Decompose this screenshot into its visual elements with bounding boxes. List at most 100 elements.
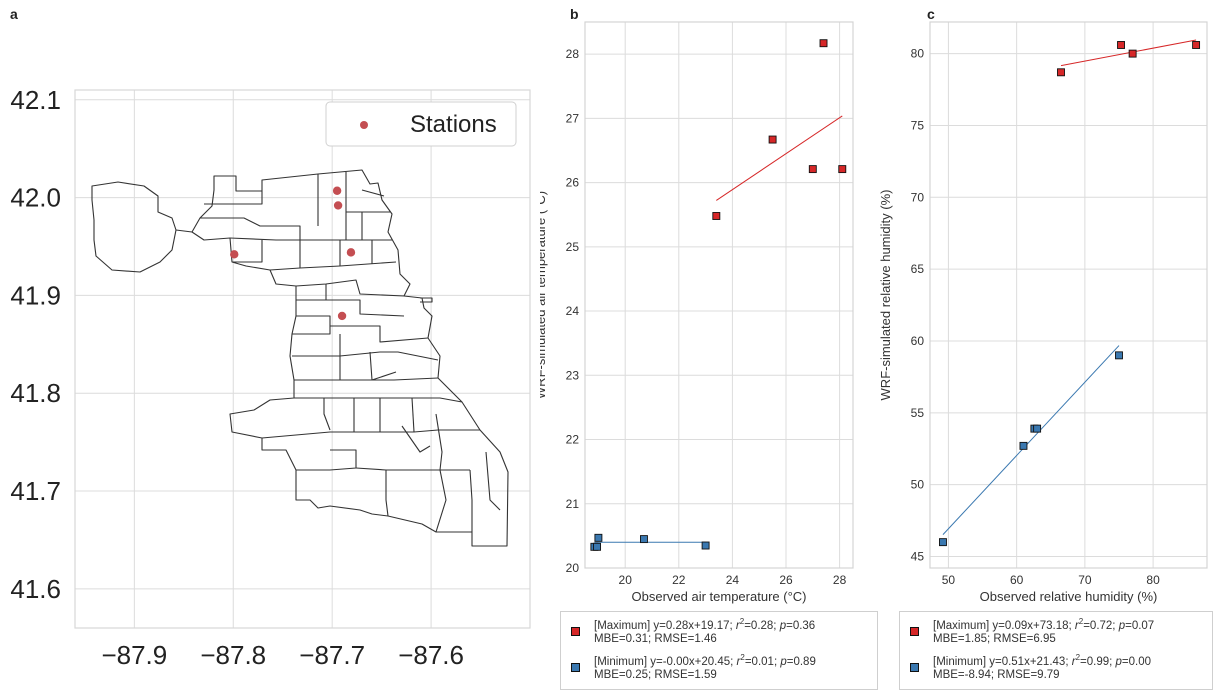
humidity-x-tick-label: 80 (1146, 573, 1160, 587)
legend-line1-prefix: [Maximum] y=0.28x+19.17; (594, 620, 736, 632)
boundary-line (324, 397, 463, 403)
humidity-y-tick-label: 65 (911, 262, 925, 276)
legend-p-letter: p (1118, 620, 1126, 632)
map-y-tick-label: 41.9 (10, 280, 61, 310)
legend-marker-minimum (910, 663, 919, 672)
legend-r-value: =0.72; (1083, 620, 1119, 632)
legend-marker-maximum (571, 627, 580, 636)
boundary-line (294, 377, 439, 381)
temperature-x-axis-label: Observed air temperature (°C) (632, 589, 807, 604)
legend-r-value: =0.01; (744, 656, 781, 668)
boundary-line (204, 191, 263, 205)
humidity-x-tick-label: 60 (1010, 573, 1024, 587)
humidity-fit-line-maximum (1060, 39, 1197, 67)
boundary-line (469, 469, 473, 532)
legend-text-minimum: [Minimum] y=-0.00x+20.45; r2=0.01; p=0.8… (594, 653, 816, 682)
humidity-x-axis-label: Observed relative humidity (%) (980, 589, 1158, 604)
legend-p-letter: p (780, 656, 787, 668)
temperature-legend: [Maximum] y=0.28x+19.17; r2=0.28; p=0.36… (560, 611, 878, 690)
temperature-point-maximum (768, 135, 777, 144)
legend-r-exponent: 2 (1075, 653, 1081, 663)
boundary-line (200, 217, 301, 240)
humidity-point-minimum (1019, 441, 1028, 450)
boundary-line (435, 469, 447, 533)
temperature-x-tick-label: 26 (779, 573, 793, 587)
humidity-y-tick-label: 80 (911, 47, 925, 61)
legend-line1-prefix: [Minimum] y=0.51x+21.43; (933, 656, 1072, 668)
legend-entry-minimum: [Minimum] y=-0.00x+20.45; r2=0.01; p=0.8… (571, 653, 816, 682)
humidity-point-minimum (1115, 351, 1123, 360)
legend-line2: MBE=0.31; RMSE=1.46 (594, 633, 717, 645)
boundary-line (292, 351, 439, 361)
legend-text-maximum: [Maximum] y=0.28x+19.17; r2=0.28; p=0.36… (594, 617, 816, 646)
legend-marker-minimum (571, 663, 580, 672)
legend-line2: MBE=1.85; RMSE=6.95 (933, 633, 1056, 645)
temperature-x-tick-label: 24 (726, 573, 740, 587)
map-frame (74, 89, 531, 629)
humidity-y-tick-label: 75 (911, 118, 925, 132)
legend-r-exponent: 2 (740, 653, 745, 663)
boundary-line (296, 449, 357, 471)
temperature-y-tick-label: 22 (566, 433, 580, 447)
temperature-plot-frame (584, 21, 854, 569)
temperature-y-tick-label: 23 (566, 368, 580, 382)
station-point (337, 311, 347, 321)
legend-line2: MBE=-8.94; RMSE=9.79 (933, 669, 1060, 681)
map-y-tick-label: 41.8 (10, 378, 61, 408)
map-legend-label: Stations (410, 111, 497, 138)
humidity-point-maximum (1128, 49, 1137, 58)
humidity-point-minimum (1033, 424, 1042, 433)
temperature-y-tick-label: 20 (566, 561, 580, 575)
legend-line2: MBE=0.25; RMSE=1.59 (594, 669, 717, 681)
boundary-line (385, 470, 389, 517)
map-y-tick-label: 42.0 (10, 183, 61, 213)
station-point (346, 248, 356, 257)
legend-r-value: =0.99; (1080, 656, 1116, 668)
boundary-line (355, 467, 470, 471)
map-x-tick-label: −87.9 (101, 640, 167, 670)
humidity-y-tick-label: 45 (911, 550, 925, 564)
temperature-scatter-chart: 20 22 24 26 28 20 21 22 23 24 25 26 27 28 Observed air… (540, 21, 854, 604)
boundary-line (232, 240, 263, 263)
chicago-boundaries (91, 169, 509, 547)
legend-r-exponent: 2 (739, 617, 745, 627)
temperature-point-minimum (701, 541, 710, 550)
legend-p-value: =0.36 (786, 620, 816, 632)
humidity-plot-frame (929, 21, 1208, 569)
map-x-tick-label: −87.8 (200, 640, 266, 670)
boundary-line (295, 279, 405, 297)
panel-b-letter: b (570, 6, 579, 22)
humidity-point-maximum (1117, 41, 1125, 49)
humidity-y-tick-label: 55 (911, 406, 925, 420)
temperature-point-maximum (808, 165, 817, 174)
legend-r-value: =0.28; (744, 620, 780, 632)
legend-entry-minimum: [Minimum] y=0.51x+21.43; r2=0.99; p=0.00… (910, 653, 1152, 682)
station-point (230, 250, 239, 259)
humidity-y-tick-label: 70 (911, 190, 925, 204)
temperature-y-tick-label: 28 (566, 47, 580, 61)
map-y-tick-label: 41.6 (10, 574, 61, 604)
temperature-point-minimum (640, 535, 648, 544)
legend-p-letter: p (1115, 656, 1122, 668)
humidity-y-axis-label: WRF-simulated relative humidity (%) (878, 190, 893, 401)
legend-p-value: =0.00 (1121, 656, 1152, 668)
legend-r-exponent: 2 (1078, 617, 1084, 627)
temperature-y-tick-label: 21 (566, 497, 580, 511)
map-legend-box (325, 101, 517, 147)
map-legend-marker (360, 121, 368, 129)
temperature-point-maximum (712, 212, 721, 220)
station-point (333, 201, 343, 210)
temperature-y-tick-label: 26 (566, 176, 580, 190)
humidity-y-tick-label: 60 (911, 334, 925, 348)
humidity-scatter-chart: 50 60 70 80 45 50 55 60 65 70 75 80 Observed relativ… (878, 21, 1208, 604)
temperature-fit-line-maximum (716, 115, 843, 201)
city-outline (191, 169, 509, 547)
legend-line1-prefix: [Maximum] y=0.09x+73.18; (933, 620, 1075, 632)
boundary-line (269, 261, 397, 271)
station-point (332, 186, 342, 195)
temperature-y-tick-label: 25 (566, 240, 580, 254)
legend-p-value: =0.89 (786, 656, 816, 668)
humidity-x-tick-label: 50 (942, 573, 956, 587)
boundary-line (229, 237, 392, 241)
ohare-connector (175, 229, 193, 233)
